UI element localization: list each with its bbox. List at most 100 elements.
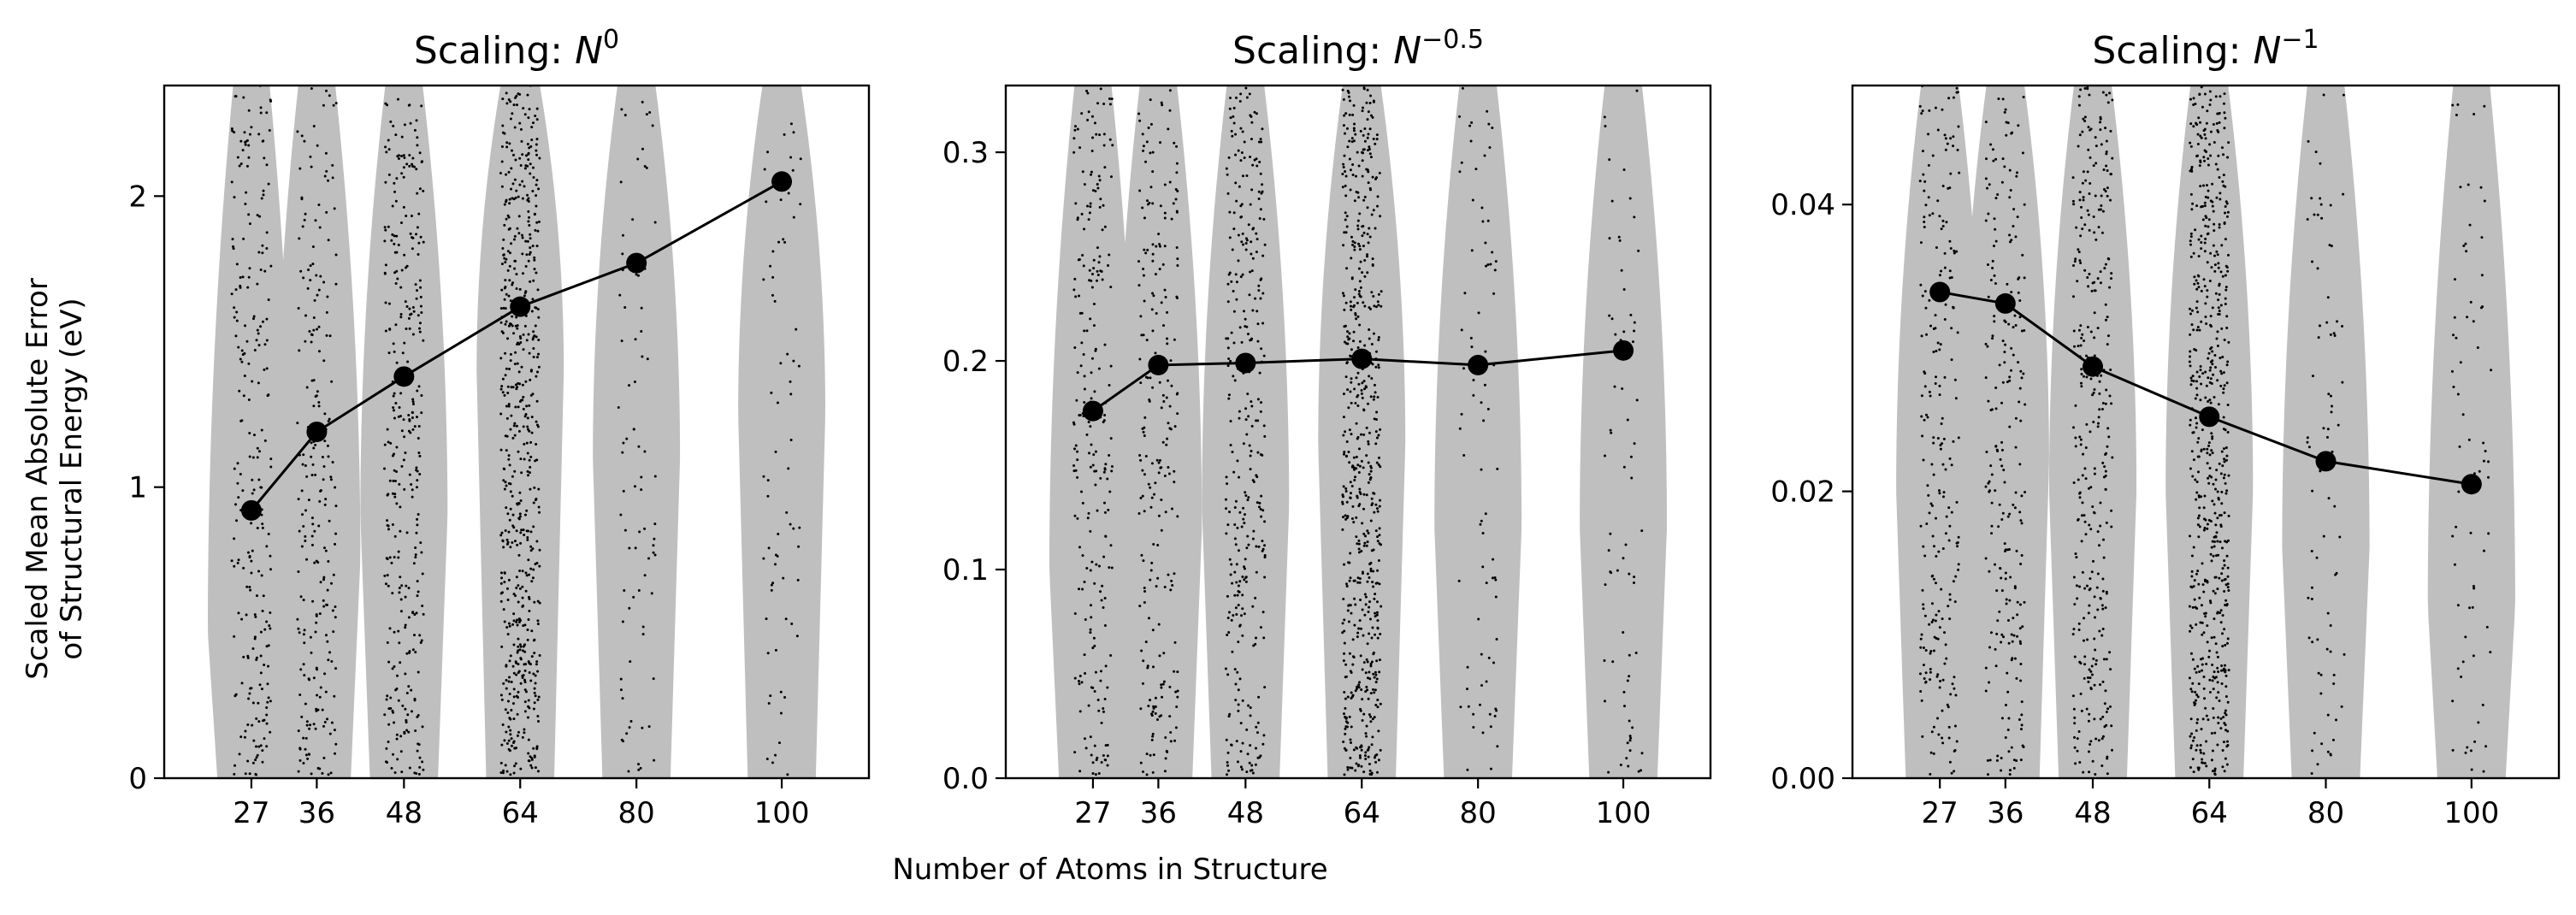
sample-point: [1378, 171, 1381, 174]
sample-point: [2224, 723, 2227, 727]
sample-point: [2203, 159, 2207, 162]
sample-point: [418, 473, 422, 476]
sample-point: [415, 466, 418, 469]
sample-point: [1371, 115, 1374, 119]
sample-point: [1952, 96, 1955, 99]
sample-point: [503, 203, 506, 206]
sample-point: [1262, 734, 1266, 737]
sample-point: [248, 692, 251, 695]
sample-point: [501, 723, 505, 727]
sample-point: [239, 284, 242, 287]
sample-point: [333, 694, 336, 698]
sample-point: [511, 149, 514, 152]
sample-point: [2080, 709, 2083, 712]
sample-point: [1920, 415, 1923, 418]
sample-point: [1369, 567, 1373, 570]
sample-point: [2219, 384, 2223, 387]
sample-point: [409, 232, 412, 235]
sample-point: [406, 713, 410, 717]
sample-point: [1367, 442, 1370, 446]
sample-point: [1227, 393, 1231, 397]
sample-point: [620, 339, 623, 343]
sample-point: [513, 540, 517, 543]
sample-point: [1090, 173, 1093, 176]
sample-point: [2088, 588, 2091, 592]
sample-point: [506, 269, 510, 272]
sample-point: [1374, 529, 1378, 533]
sample-point: [1358, 245, 1362, 248]
sample-point: [2191, 202, 2195, 205]
sample-point: [1250, 338, 1253, 341]
sample-point: [2108, 92, 2112, 95]
sample-point: [1353, 623, 1356, 627]
sample-point: [2018, 463, 2022, 466]
sample-point: [777, 240, 781, 244]
sample-point: [302, 276, 305, 280]
sample-point: [2003, 361, 2006, 364]
sample-point: [505, 145, 509, 149]
sample-point: [1373, 492, 1376, 495]
sample-point: [517, 730, 520, 734]
sample-point: [2073, 746, 2077, 749]
sample-point: [408, 307, 411, 310]
sample-point: [1919, 524, 1923, 528]
sample-point: [404, 266, 407, 269]
sample-point: [2212, 244, 2215, 247]
sample-point: [317, 524, 321, 528]
sample-point: [508, 142, 511, 145]
sample-point: [2008, 168, 2012, 172]
sample-point: [2087, 719, 2090, 723]
sample-point: [1102, 419, 1106, 422]
sample-point: [388, 627, 392, 630]
sample-point: [390, 766, 393, 770]
mean-point-48: [2083, 356, 2104, 377]
sample-point: [1346, 695, 1350, 699]
sample-point: [2193, 598, 2196, 601]
sample-point: [2193, 282, 2196, 286]
sample-point: [1941, 678, 1945, 682]
sample-point: [239, 276, 242, 280]
sample-point: [1244, 241, 1248, 245]
sample-point: [531, 189, 535, 192]
sample-point: [2104, 318, 2107, 322]
sample-point: [2104, 469, 2107, 473]
sample-point: [634, 338, 637, 341]
sample-point: [2088, 668, 2091, 671]
sample-point: [533, 691, 536, 694]
sample-point: [2092, 164, 2095, 168]
sample-point: [1143, 299, 1146, 303]
sample-point: [2000, 589, 2004, 593]
sample-point: [502, 608, 505, 611]
sample-point: [324, 549, 328, 552]
sample-point: [1251, 605, 1255, 608]
sample-point: [2080, 540, 2083, 543]
sample-point: [252, 317, 256, 321]
sample-point: [1250, 400, 1253, 404]
sample-point: [1081, 554, 1084, 558]
sample-point: [507, 725, 511, 729]
sample-point: [1924, 671, 1928, 675]
sample-point: [1343, 618, 1346, 622]
sample-point: [1239, 159, 1243, 162]
sample-point: [2219, 540, 2222, 544]
sample-point: [1984, 666, 1988, 670]
sample-point: [2329, 333, 2332, 336]
sample-point: [411, 416, 414, 419]
sample-point: [2007, 750, 2011, 753]
sample-point: [502, 238, 505, 241]
sample-point: [405, 721, 408, 724]
sample-point: [2001, 511, 2005, 515]
sample-point: [505, 416, 509, 420]
sample-point: [533, 652, 536, 655]
sample-point: [1347, 450, 1350, 453]
sample-point: [1086, 204, 1090, 208]
sample-point: [2208, 467, 2212, 470]
sample-point: [499, 694, 503, 697]
sample-point: [1376, 627, 1380, 630]
sample-point: [511, 524, 515, 528]
sample-point: [509, 299, 512, 303]
sample-point: [1256, 419, 1260, 422]
sample-point: [2194, 102, 2197, 105]
sample-point: [256, 527, 259, 530]
sample-point: [521, 252, 524, 256]
